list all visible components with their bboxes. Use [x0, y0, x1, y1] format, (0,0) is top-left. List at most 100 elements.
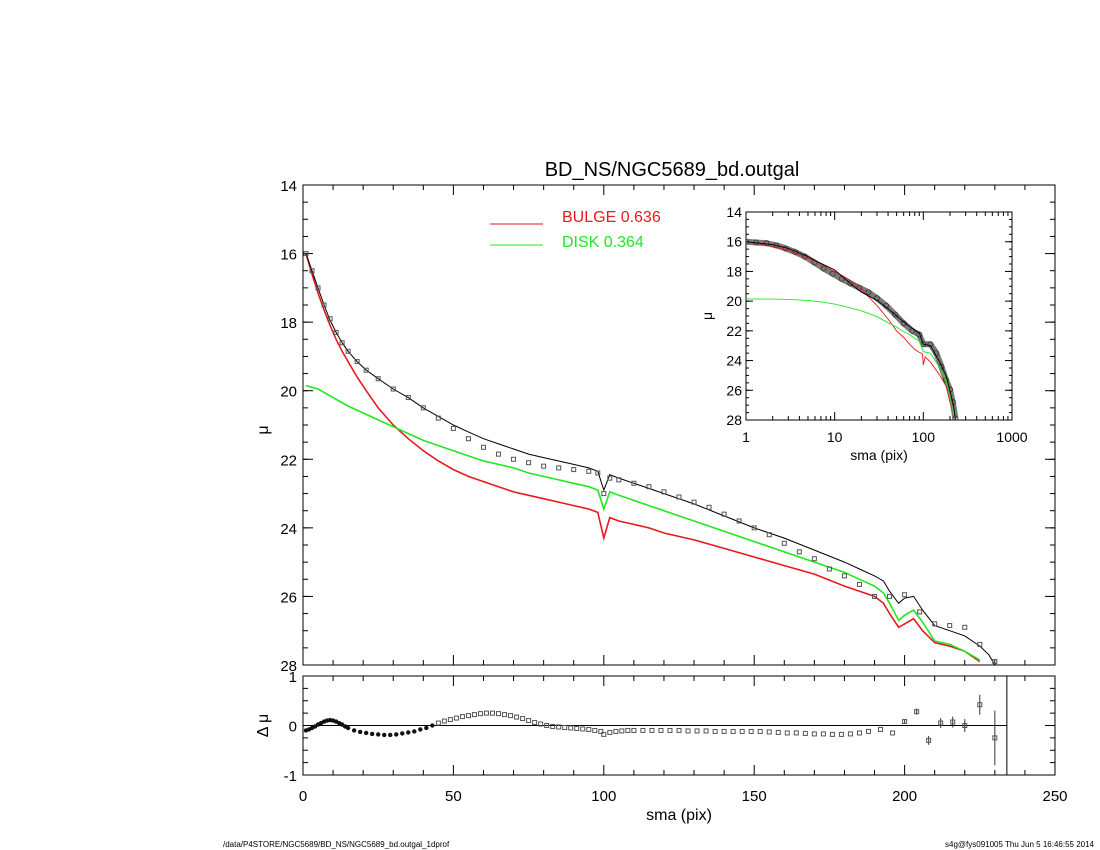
residual-point	[526, 718, 532, 724]
inset-plot-panel: 14 16 18 20 22 24 26 281 10 100 1000 sma (pix) μ	[699, 204, 1028, 463]
residual-point	[601, 731, 607, 737]
data-point	[932, 621, 938, 627]
residual-point	[550, 723, 556, 729]
residual-point	[574, 725, 580, 731]
main-plot-panel: 14 16 18 20 22 24 26 28 μ	[255, 178, 1056, 675]
residual-point	[890, 730, 896, 736]
residual-point	[793, 730, 799, 736]
residual-point	[619, 728, 625, 734]
data-point	[571, 467, 577, 473]
main-ytick-label: 14	[280, 178, 297, 195]
inset-ytick-label: 16	[726, 234, 742, 250]
residual-xtick-label: 0	[299, 788, 307, 805]
data-point	[676, 494, 682, 500]
data-point	[856, 581, 862, 587]
residual-point	[878, 726, 884, 732]
main-ytick-label: 24	[280, 521, 297, 538]
residual-point	[739, 728, 745, 734]
data-point	[405, 395, 411, 401]
data-point	[977, 641, 983, 647]
data-point	[333, 329, 339, 335]
residual-point	[712, 728, 718, 734]
data-point	[327, 316, 333, 322]
residual-point	[977, 702, 983, 708]
inset-axes-frame	[745, 211, 1013, 421]
inset-xtick-label: 1	[742, 429, 750, 445]
data-point	[435, 415, 441, 421]
data-point	[339, 340, 345, 346]
residual-point	[866, 728, 872, 734]
inset-model-line	[746, 241, 956, 420]
residual-point	[568, 725, 574, 731]
data-point	[691, 499, 697, 505]
data-point	[947, 623, 953, 629]
data-point	[303, 251, 309, 257]
data-point	[315, 285, 321, 291]
residual-point	[514, 714, 520, 720]
residual-point	[388, 732, 393, 738]
residual-point	[508, 713, 514, 719]
data-point	[354, 359, 360, 365]
residual-point	[926, 737, 932, 743]
residual-point	[829, 731, 835, 737]
data-point	[917, 609, 923, 615]
residual-point	[784, 730, 790, 736]
residual-point	[631, 727, 637, 733]
data-point	[631, 480, 637, 486]
legend-disk-label: DISK 0.364	[562, 234, 644, 251]
inset-xtick-label: 1000	[996, 429, 1027, 445]
residual-point	[775, 729, 781, 735]
data-point	[375, 376, 381, 382]
data-point	[309, 268, 315, 274]
data-point	[736, 518, 742, 524]
residual-point	[424, 725, 429, 731]
chart-title: BD_NS/NGC5689_bd.outgal	[545, 159, 800, 181]
residual-xtick-label: 100	[591, 788, 616, 805]
residual-ytick-label: 0	[289, 719, 297, 736]
residual-point	[459, 714, 465, 720]
residual-point	[802, 730, 808, 736]
residual-xtick-label: 150	[742, 788, 767, 805]
inset-ytick-label: 26	[726, 382, 742, 398]
inset-data-point	[763, 240, 770, 247]
data-point	[595, 470, 601, 476]
data-point	[751, 525, 757, 531]
main-ytick-label: 28	[280, 658, 297, 675]
residual-point	[685, 728, 691, 734]
data-point	[992, 659, 998, 665]
residual-xtick-label: 50	[445, 788, 462, 805]
inset-series-group	[746, 238, 959, 420]
data-point	[721, 511, 727, 517]
data-point	[390, 386, 396, 392]
inset-xtick-label: 10	[827, 429, 843, 445]
residual-point	[465, 713, 471, 719]
inset-ytick-label: 28	[726, 412, 742, 428]
residual-point	[544, 723, 550, 728]
residual-point	[418, 727, 423, 732]
residual-point	[902, 719, 908, 725]
main-ytick-label: 18	[280, 315, 297, 332]
inset-ytick-label: 18	[726, 263, 742, 279]
data-point	[526, 460, 532, 466]
residual-ylabel: Δ μ	[255, 714, 272, 737]
data-point	[661, 489, 667, 495]
residual-point	[382, 732, 387, 738]
residual-point	[820, 731, 826, 737]
residual-point	[441, 718, 447, 724]
inset-ytick-label: 24	[726, 353, 742, 369]
residual-point	[496, 711, 502, 717]
inset-data-point	[829, 270, 836, 277]
main-series-group	[303, 251, 998, 665]
main-ylabel: μ	[255, 425, 272, 434]
residual-point	[345, 725, 351, 731]
legend: BULGE 0.636 DISK 0.364	[490, 209, 661, 251]
residual-xlabel: sma (pix)	[646, 807, 712, 824]
residual-point	[703, 728, 709, 734]
residual-point	[950, 719, 956, 725]
residual-point	[483, 710, 489, 716]
data-point	[826, 566, 832, 572]
residual-point	[838, 731, 844, 737]
residual-point	[962, 723, 968, 728]
inset-xtick-label: 100	[912, 429, 936, 445]
